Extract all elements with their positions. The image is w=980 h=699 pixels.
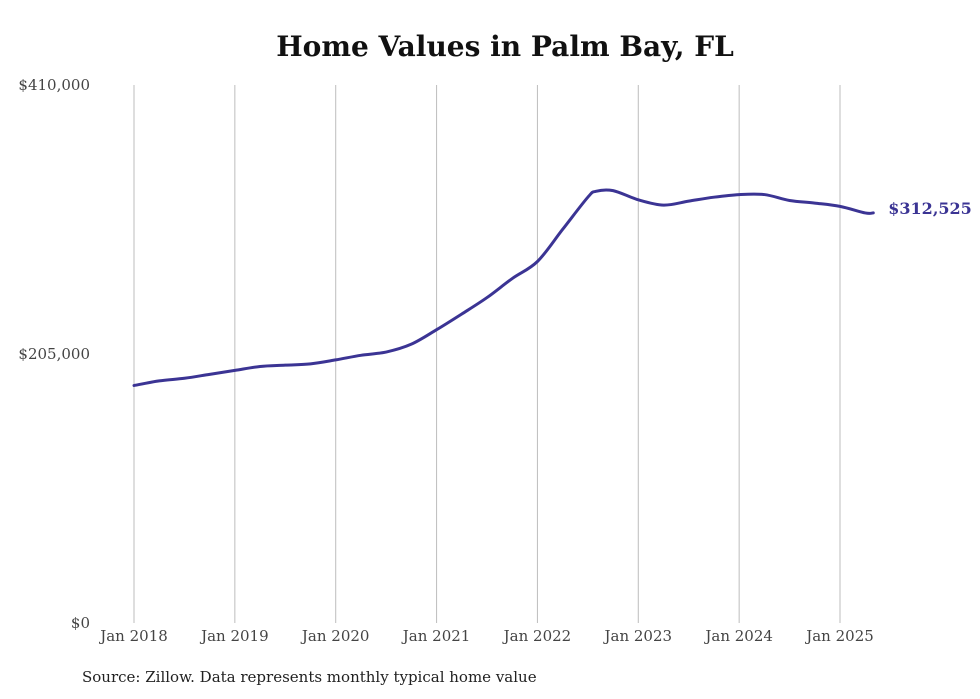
series-layer bbox=[132, 188, 875, 387]
end-value-label: $312,525 bbox=[888, 199, 972, 218]
source-note: Source: Zillow. Data represents monthly … bbox=[82, 668, 537, 686]
y-tick-label: $0 bbox=[71, 614, 90, 632]
x-tick-label: Jan 2024 bbox=[703, 627, 773, 645]
x-tick-label: Jan 2019 bbox=[199, 627, 269, 645]
x-axis-tick-labels: Jan 2018 Jan 2019 Jan 2020 Jan 2021 Jan 2022… bbox=[98, 627, 874, 645]
data-label-layer: $312,525 bbox=[888, 199, 972, 218]
x-tick-label: Jan 2025 bbox=[804, 627, 874, 645]
x-tick-label: Jan 2021 bbox=[401, 627, 471, 645]
y-axis-tick-labels: $0 $205,000 $410,000 bbox=[18, 76, 90, 632]
x-tick-label: Jan 2023 bbox=[603, 627, 673, 645]
series-line-home-value bbox=[132, 188, 875, 387]
x-tick-label: Jan 2022 bbox=[502, 627, 572, 645]
x-tick-label: Jan 2018 bbox=[98, 627, 168, 645]
y-tick-label: $205,000 bbox=[18, 345, 90, 363]
grid-layer bbox=[133, 85, 841, 623]
x-tick-label: Jan 2020 bbox=[300, 627, 370, 645]
chart-title: Home Values in Palm Bay, FL bbox=[276, 30, 734, 63]
y-tick-label: $410,000 bbox=[18, 76, 90, 94]
